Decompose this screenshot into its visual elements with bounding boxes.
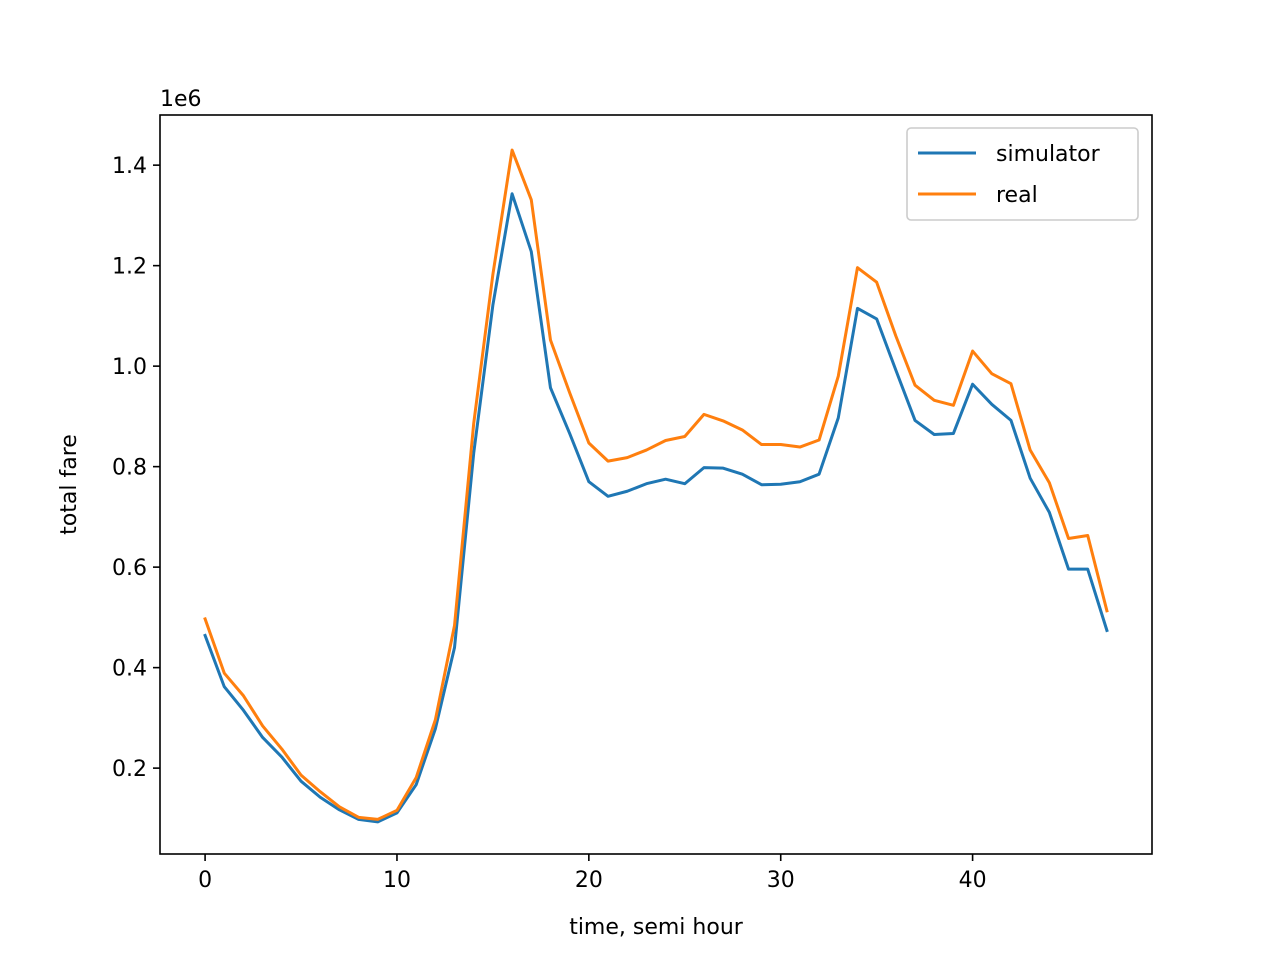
- y-tick-label: 0.8: [112, 456, 147, 481]
- y-tick-label: 0.4: [112, 657, 147, 682]
- legend-box: [906, 127, 1139, 221]
- x-tick-label: 10: [383, 868, 411, 893]
- y-tick-label: 1.2: [112, 255, 147, 280]
- y-tick-label: 1.0: [112, 355, 147, 380]
- y-axis-label: total fare: [57, 434, 82, 535]
- legend: simulator real: [906, 127, 1139, 221]
- series-line-real: [203, 148, 1109, 821]
- x-tick-label: 30: [767, 868, 795, 893]
- series-layer: [203, 148, 1109, 824]
- y-tick-label: 0.2: [112, 757, 147, 782]
- x-axis-label: time, semi hour: [569, 915, 744, 940]
- series-line-simulator: [203, 192, 1109, 824]
- x-axis: 0 10 20 30 40: [198, 854, 987, 893]
- x-tick-label: 20: [575, 868, 603, 893]
- x-tick-label: 40: [959, 868, 987, 893]
- x-tick-label: 0: [198, 868, 212, 893]
- plot-frame: [159, 114, 1153, 855]
- legend-label-real: real: [996, 183, 1038, 208]
- y-axis: 0.2 0.4 0.6 0.8 1.0 1.2 1.4: [112, 154, 160, 782]
- y-tick-label: 0.6: [112, 556, 147, 581]
- legend-label-simulator: simulator: [996, 142, 1101, 167]
- y-offset-label: 1e6: [160, 87, 202, 112]
- y-tick-label: 1.4: [112, 154, 147, 179]
